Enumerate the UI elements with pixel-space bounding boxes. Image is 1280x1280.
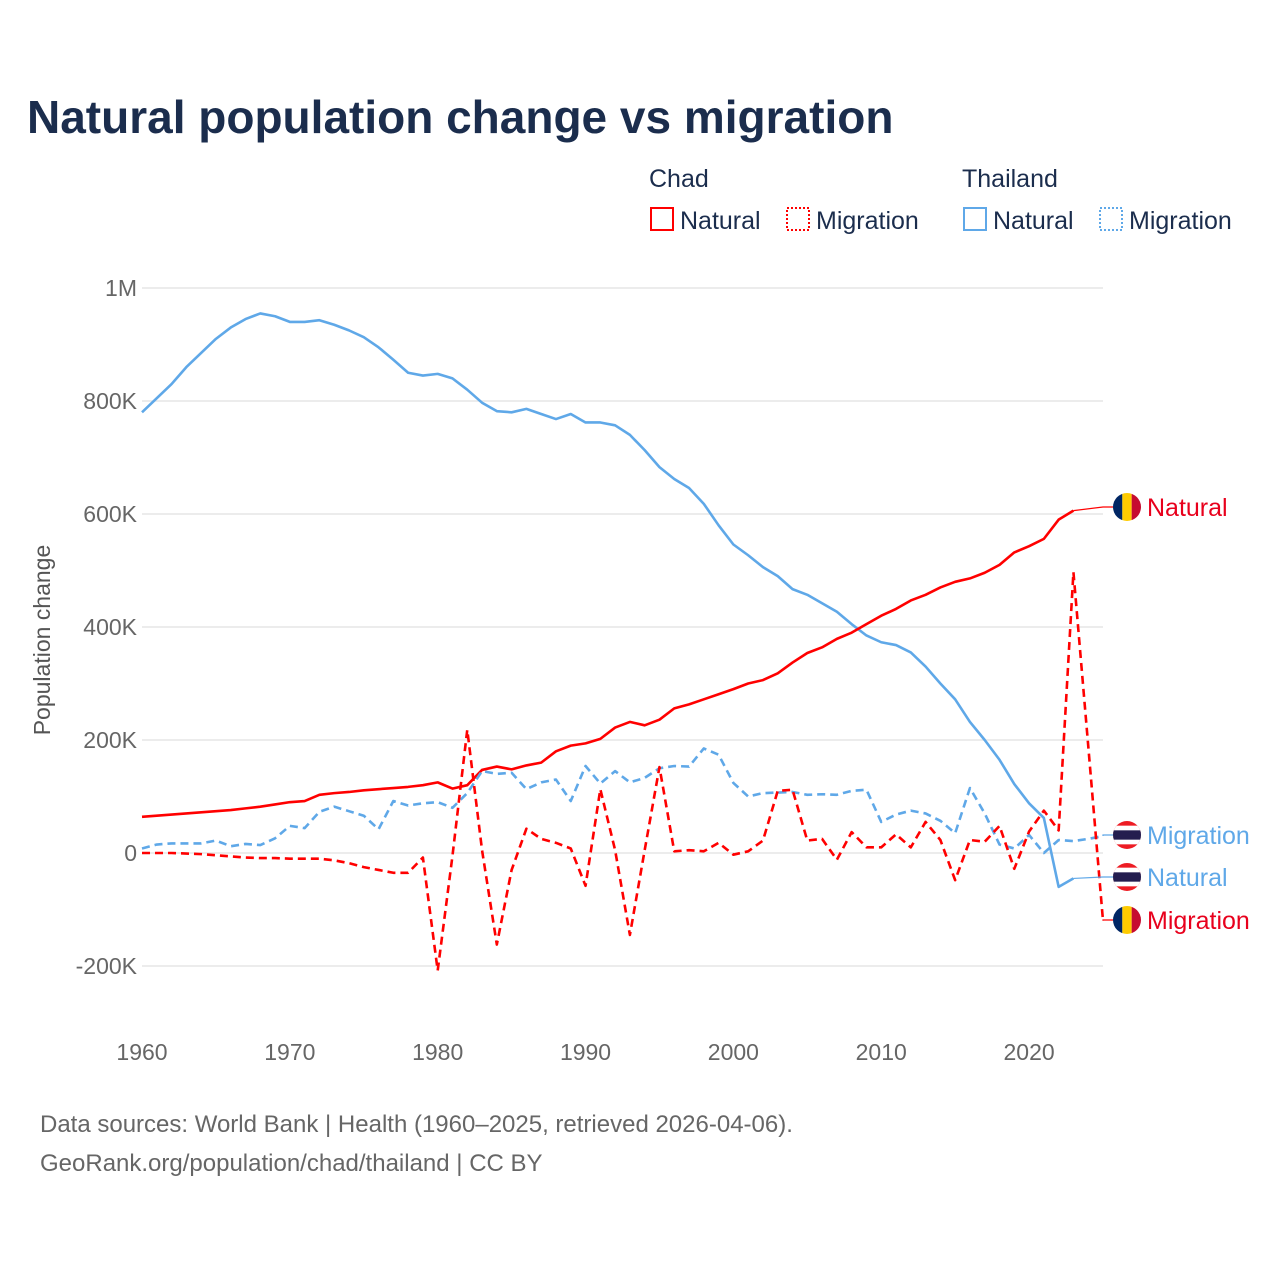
end-label-text: Natural [1147, 864, 1228, 892]
thailand-flag-icon [1113, 821, 1141, 849]
legend: Chad Natural Migration Thailand Natural … [649, 165, 1232, 235]
end-label-thailand-natural: Natural [1073, 863, 1228, 892]
y-tick-label: 400K [83, 614, 137, 640]
series-line-chad-natural[interactable] [141, 509, 1075, 819]
y-tick-label: 600K [83, 501, 137, 527]
end-label-text: Migration [1147, 822, 1250, 850]
connector-line [1073, 876, 1113, 880]
legend-item-thailand-natural[interactable]: Natural [993, 207, 1074, 235]
x-tick-label: 1990 [560, 1039, 611, 1065]
legend-group-chad: Chad [649, 165, 709, 193]
series-line-thailand-natural[interactable] [141, 312, 1075, 889]
x-tick-label: 2020 [1003, 1039, 1054, 1065]
y-tick-label: -200K [76, 953, 138, 979]
legend-swatch-thailand-migration [1099, 207, 1123, 231]
end-label-thailand-migration: Migration [1102, 821, 1250, 850]
y-tick-label: 0 [124, 840, 137, 866]
end-label-text: Migration [1147, 907, 1250, 935]
gridlines [142, 287, 1103, 967]
legend-item-thailand-migration[interactable]: Migration [1129, 207, 1232, 235]
legend-item-chad-natural[interactable]: Natural [680, 207, 761, 235]
end-label-chad-migration: Migration [1102, 906, 1250, 935]
legend-swatch-chad-migration [786, 207, 810, 231]
series-lines [141, 312, 1105, 972]
series-line-chad-migration[interactable] [142, 570, 1105, 972]
y-tick-label: 1M [105, 275, 137, 301]
y-axis-label: Population change [29, 545, 55, 736]
legend-group-thailand: Thailand [962, 165, 1058, 193]
y-tick-label: 200K [83, 727, 137, 753]
legend-item-chad-migration[interactable]: Migration [816, 207, 919, 235]
thailand-flag-icon [1113, 863, 1141, 891]
chad-flag-icon [1113, 493, 1141, 521]
series-line-thailand-migration[interactable] [141, 747, 1104, 855]
y-axis-ticks: -200K 0 200K 400K 600K 800K 1M [76, 275, 138, 979]
y-tick-label: 800K [83, 388, 137, 414]
x-tick-label: 1970 [264, 1039, 315, 1065]
end-labels: Natural Natural Migration Migration [1073, 493, 1250, 935]
source-url[interactable]: GeoRank.org/population/chad/thailand | C… [40, 1150, 543, 1177]
legend-swatch-chad-natural [650, 207, 674, 231]
x-axis-ticks: 1960 1970 1980 1990 2000 2010 2020 [116, 1039, 1054, 1065]
connector-line [1102, 834, 1113, 837]
x-tick-label: 2000 [708, 1039, 759, 1065]
legend-swatch-thailand-natural [963, 207, 987, 231]
end-label-text: Natural [1147, 494, 1228, 522]
chart-title: Natural population change vs migration [27, 91, 893, 143]
connector-line [1102, 919, 1113, 921]
x-tick-label: 2010 [856, 1039, 907, 1065]
x-tick-label: 1960 [116, 1039, 167, 1065]
end-label-chad-natural: Natural [1073, 493, 1228, 522]
chad-flag-icon [1113, 906, 1141, 934]
connector-line [1073, 506, 1113, 512]
x-tick-label: 1980 [412, 1039, 463, 1065]
source-line: Data sources: World Bank | Health (1960–… [40, 1111, 793, 1138]
